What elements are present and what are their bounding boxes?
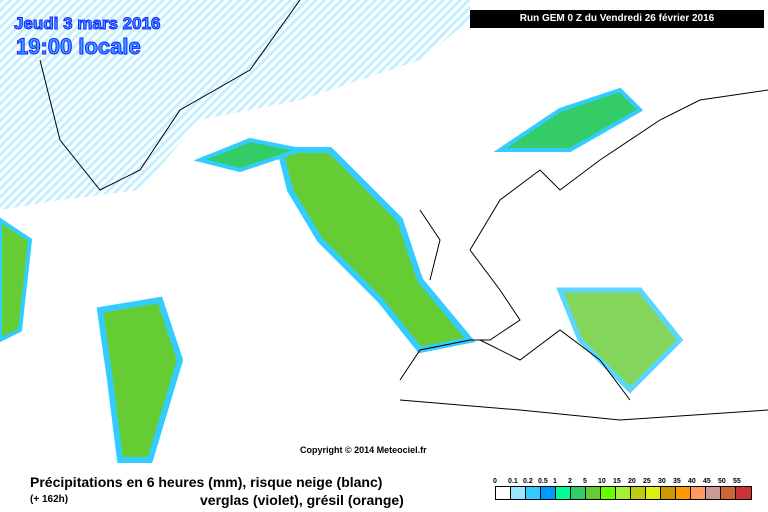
legend-label: 0 — [493, 478, 497, 485]
legend-swatch — [691, 487, 706, 499]
legend-label: 0.2 — [523, 478, 533, 485]
legend-swatch — [526, 487, 541, 499]
europe-coastlines — [399, 89, 768, 421]
legend-label: 55 — [733, 478, 741, 485]
model-run-label: Run GEM 0 Z du Vendredi 26 février 2016 — [470, 10, 764, 28]
legend-swatch — [586, 487, 601, 499]
lead-time: (+ 162h) — [30, 494, 69, 505]
map-title: Précipitations en 6 heures (mm), risque … — [30, 474, 383, 490]
precip-left-edge — [0, 217, 33, 343]
legend-swatch — [721, 487, 736, 499]
greenland-coast — [39, 0, 301, 191]
legend-label: 45 — [703, 478, 711, 485]
legend-swatch — [601, 487, 616, 499]
legend-swatch — [661, 487, 676, 499]
precip-arc — [193, 137, 308, 173]
color-legend — [495, 486, 752, 500]
copyright: Copyright © 2014 Meteociel.fr — [300, 445, 427, 455]
legend-label: 1 — [553, 478, 557, 485]
legend-label: 25 — [643, 478, 651, 485]
legend-swatch — [556, 487, 571, 499]
legend-swatch — [676, 487, 691, 499]
legend-label: 35 — [673, 478, 681, 485]
forecast-time: 19:00 locale — [16, 34, 142, 60]
legend-label: 40 — [688, 478, 696, 485]
legend-swatch — [496, 487, 511, 499]
legend-label: 50 — [718, 478, 726, 485]
legend-swatch — [541, 487, 556, 499]
map-subtitle: verglas (violet), grésil (orange) — [200, 492, 404, 508]
legend-swatch — [736, 487, 751, 499]
legend-labels: 0 0.1 0.2 0.5 1 2 5 10 15 20 25 30 35 40 45 50 55 — [489, 478, 759, 486]
precipitation-map — [0, 0, 768, 463]
legend-label: 2 — [568, 478, 572, 485]
forecast-date: Jeudi 3 mars 2016 — [13, 14, 161, 34]
legend-swatch — [706, 487, 721, 499]
legend-swatch — [646, 487, 661, 499]
legend-swatch — [571, 487, 586, 499]
legend-swatch — [631, 487, 646, 499]
precip-west — [96, 296, 184, 463]
legend-label: 20 — [628, 478, 636, 485]
legend-label: 30 — [658, 478, 666, 485]
footer: Précipitations en 6 heures (mm), risque … — [0, 470, 768, 512]
legend-label: 0.5 — [538, 478, 548, 485]
legend-label: 5 — [583, 478, 587, 485]
legend-swatch — [511, 487, 526, 499]
precip-scandinavia — [493, 87, 644, 152]
precip-balkans — [556, 287, 684, 394]
hatched-snow-area — [0, 0, 470, 210]
legend-label: 0.1 — [508, 478, 518, 485]
legend-label: 15 — [613, 478, 621, 485]
legend-swatch — [616, 487, 631, 499]
legend-label: 10 — [598, 478, 606, 485]
